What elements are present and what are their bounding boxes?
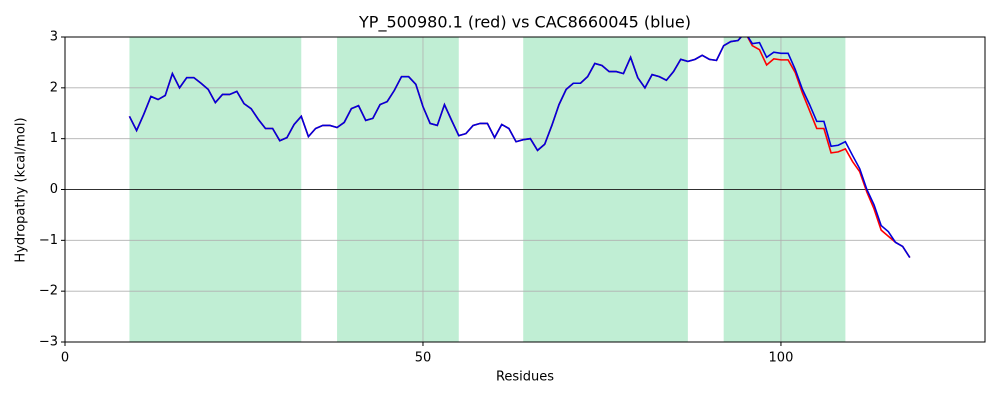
y-tick-label: 0 — [50, 182, 58, 197]
y-tick-label: 1 — [50, 131, 58, 146]
data-line — [128, 37, 911, 259]
x-tick-label: 100 — [769, 351, 794, 366]
y-tick-label: −1 — [39, 233, 58, 248]
y-axis-label: Hydropathy (kcal/mol) — [14, 117, 29, 262]
y-tick-label: 3 — [50, 30, 58, 45]
x-tick-label: 50 — [415, 351, 432, 366]
plot-area — [65, 37, 985, 342]
y-tick-label: −3 — [39, 335, 58, 350]
chart-title: YP_500980.1 (red) vs CAC8660045 (blue) — [358, 13, 691, 33]
x-tick-label: 0 — [61, 351, 69, 366]
y-tick-label: −2 — [39, 284, 58, 299]
y-tick-label: 2 — [50, 80, 58, 95]
x-axis-label: Residues — [496, 370, 554, 385]
